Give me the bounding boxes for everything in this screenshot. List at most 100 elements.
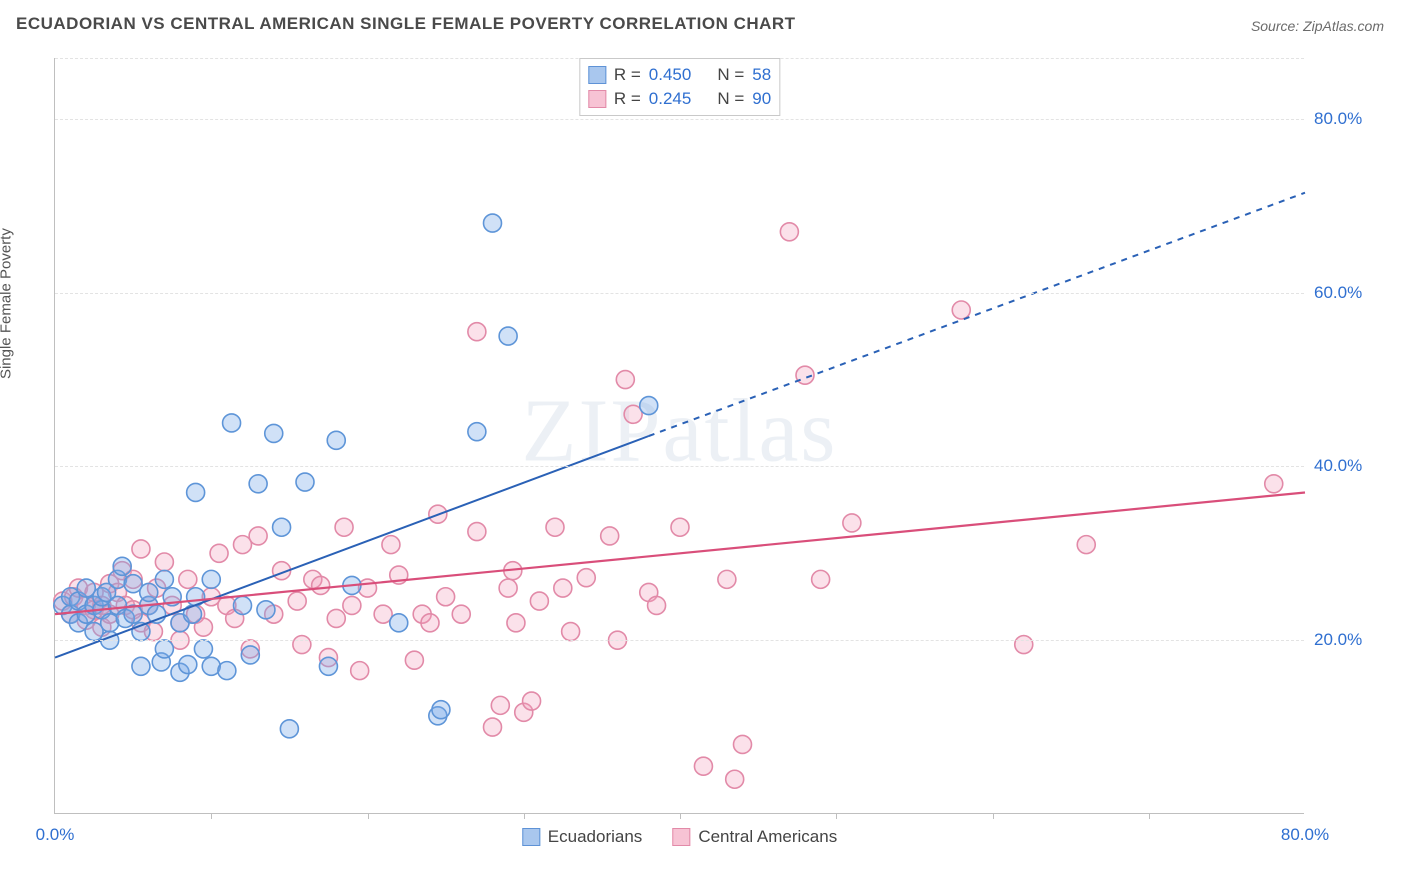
- scatter-point: [452, 605, 470, 623]
- scatter-point: [1015, 636, 1033, 654]
- scatter-point: [194, 640, 212, 658]
- scatter-point: [726, 770, 744, 788]
- scatter-point: [523, 692, 541, 710]
- r-value-1: 0.450: [649, 65, 692, 85]
- scatter-point: [343, 596, 361, 614]
- scatter-point: [562, 623, 580, 641]
- scatter-point: [218, 662, 236, 680]
- x-tick-label: 80.0%: [1281, 825, 1329, 845]
- scatter-point: [468, 423, 486, 441]
- scatter-point: [432, 701, 450, 719]
- scatter-point: [1077, 536, 1095, 554]
- scatter-point: [577, 569, 595, 587]
- scatter-point: [648, 596, 666, 614]
- source-attribution: Source: ZipAtlas.com: [1251, 18, 1384, 34]
- scatter-point: [327, 609, 345, 627]
- scatter-point: [734, 735, 752, 753]
- r-label: R =: [614, 89, 641, 109]
- scatter-point: [546, 518, 564, 536]
- scatter-point: [327, 431, 345, 449]
- correlation-scatter-chart: ZIPatlas R = 0.450 N = 58 R = 0.245 N = …: [54, 58, 1304, 814]
- scatter-point: [179, 656, 197, 674]
- n-label: N =: [717, 65, 744, 85]
- scatter-point: [273, 518, 291, 536]
- n-value-2: 90: [752, 89, 771, 109]
- legend-stats-row-1: R = 0.450 N = 58: [588, 63, 771, 87]
- scatter-point: [132, 657, 150, 675]
- scatter-point: [421, 614, 439, 632]
- scatter-point: [155, 570, 173, 588]
- scatter-point: [249, 475, 267, 493]
- y-tick-label: 20.0%: [1314, 630, 1394, 650]
- scatter-point: [616, 371, 634, 389]
- scatter-point: [202, 570, 220, 588]
- legend-stats-box: R = 0.450 N = 58 R = 0.245 N = 90: [579, 58, 780, 116]
- scatter-point: [293, 636, 311, 654]
- y-tick-label: 80.0%: [1314, 109, 1394, 129]
- scatter-point: [499, 579, 517, 597]
- scatter-point: [113, 557, 131, 575]
- scatter-point: [405, 651, 423, 669]
- scatter-point: [241, 646, 259, 664]
- r-label: R =: [614, 65, 641, 85]
- n-label: N =: [717, 89, 744, 109]
- scatter-point: [257, 601, 275, 619]
- scatter-point: [390, 614, 408, 632]
- scatter-point: [640, 397, 658, 415]
- scatter-point: [812, 570, 830, 588]
- scatter-point: [491, 696, 509, 714]
- scatter-point: [249, 527, 267, 545]
- n-value-1: 58: [752, 65, 771, 85]
- scatter-point: [468, 323, 486, 341]
- scatter-point: [351, 662, 369, 680]
- scatter-point: [234, 596, 252, 614]
- legend-series: Ecuadorians Central Americans: [522, 827, 837, 847]
- scatter-point: [335, 518, 353, 536]
- scatter-point: [671, 518, 689, 536]
- plot-svg: [55, 58, 1304, 813]
- scatter-point: [265, 424, 283, 442]
- y-tick-label: 60.0%: [1314, 283, 1394, 303]
- scatter-point: [187, 483, 205, 501]
- legend-label: Central Americans: [698, 827, 837, 847]
- scatter-point: [312, 576, 330, 594]
- scatter-point: [296, 473, 314, 491]
- scatter-point: [210, 544, 228, 562]
- scatter-point: [179, 570, 197, 588]
- y-tick-label: 40.0%: [1314, 456, 1394, 476]
- scatter-point: [694, 757, 712, 775]
- scatter-point: [718, 570, 736, 588]
- x-tick-label: 0.0%: [36, 825, 75, 845]
- scatter-point: [155, 640, 173, 658]
- legend-item-central-americans: Central Americans: [672, 827, 837, 847]
- scatter-point: [484, 214, 502, 232]
- trend-line-extrapolated: [649, 193, 1305, 436]
- scatter-point: [601, 527, 619, 545]
- scatter-point: [140, 583, 158, 601]
- page-title: ECUADORIAN VS CENTRAL AMERICAN SINGLE FE…: [16, 14, 796, 34]
- legend-label: Ecuadorians: [548, 827, 643, 847]
- scatter-point: [507, 614, 525, 632]
- scatter-point: [223, 414, 241, 432]
- scatter-point: [843, 514, 861, 532]
- legend-stats-row-2: R = 0.245 N = 90: [588, 87, 771, 111]
- y-axis-label: Single Female Poverty: [0, 228, 15, 379]
- scatter-point: [132, 540, 150, 558]
- legend-item-ecuadorians: Ecuadorians: [522, 827, 643, 847]
- scatter-point: [437, 588, 455, 606]
- scatter-point: [780, 223, 798, 241]
- scatter-point: [530, 592, 548, 610]
- scatter-point: [499, 327, 517, 345]
- scatter-point: [1265, 475, 1283, 493]
- r-value-2: 0.245: [649, 89, 692, 109]
- scatter-point: [554, 579, 572, 597]
- legend-swatch-icon: [522, 828, 540, 846]
- legend-swatch-central-americans: [588, 90, 606, 108]
- legend-swatch-ecuadorians: [588, 66, 606, 84]
- scatter-point: [288, 592, 306, 610]
- scatter-point: [319, 657, 337, 675]
- legend-swatch-icon: [672, 828, 690, 846]
- scatter-point: [155, 553, 173, 571]
- scatter-point: [382, 536, 400, 554]
- scatter-point: [952, 301, 970, 319]
